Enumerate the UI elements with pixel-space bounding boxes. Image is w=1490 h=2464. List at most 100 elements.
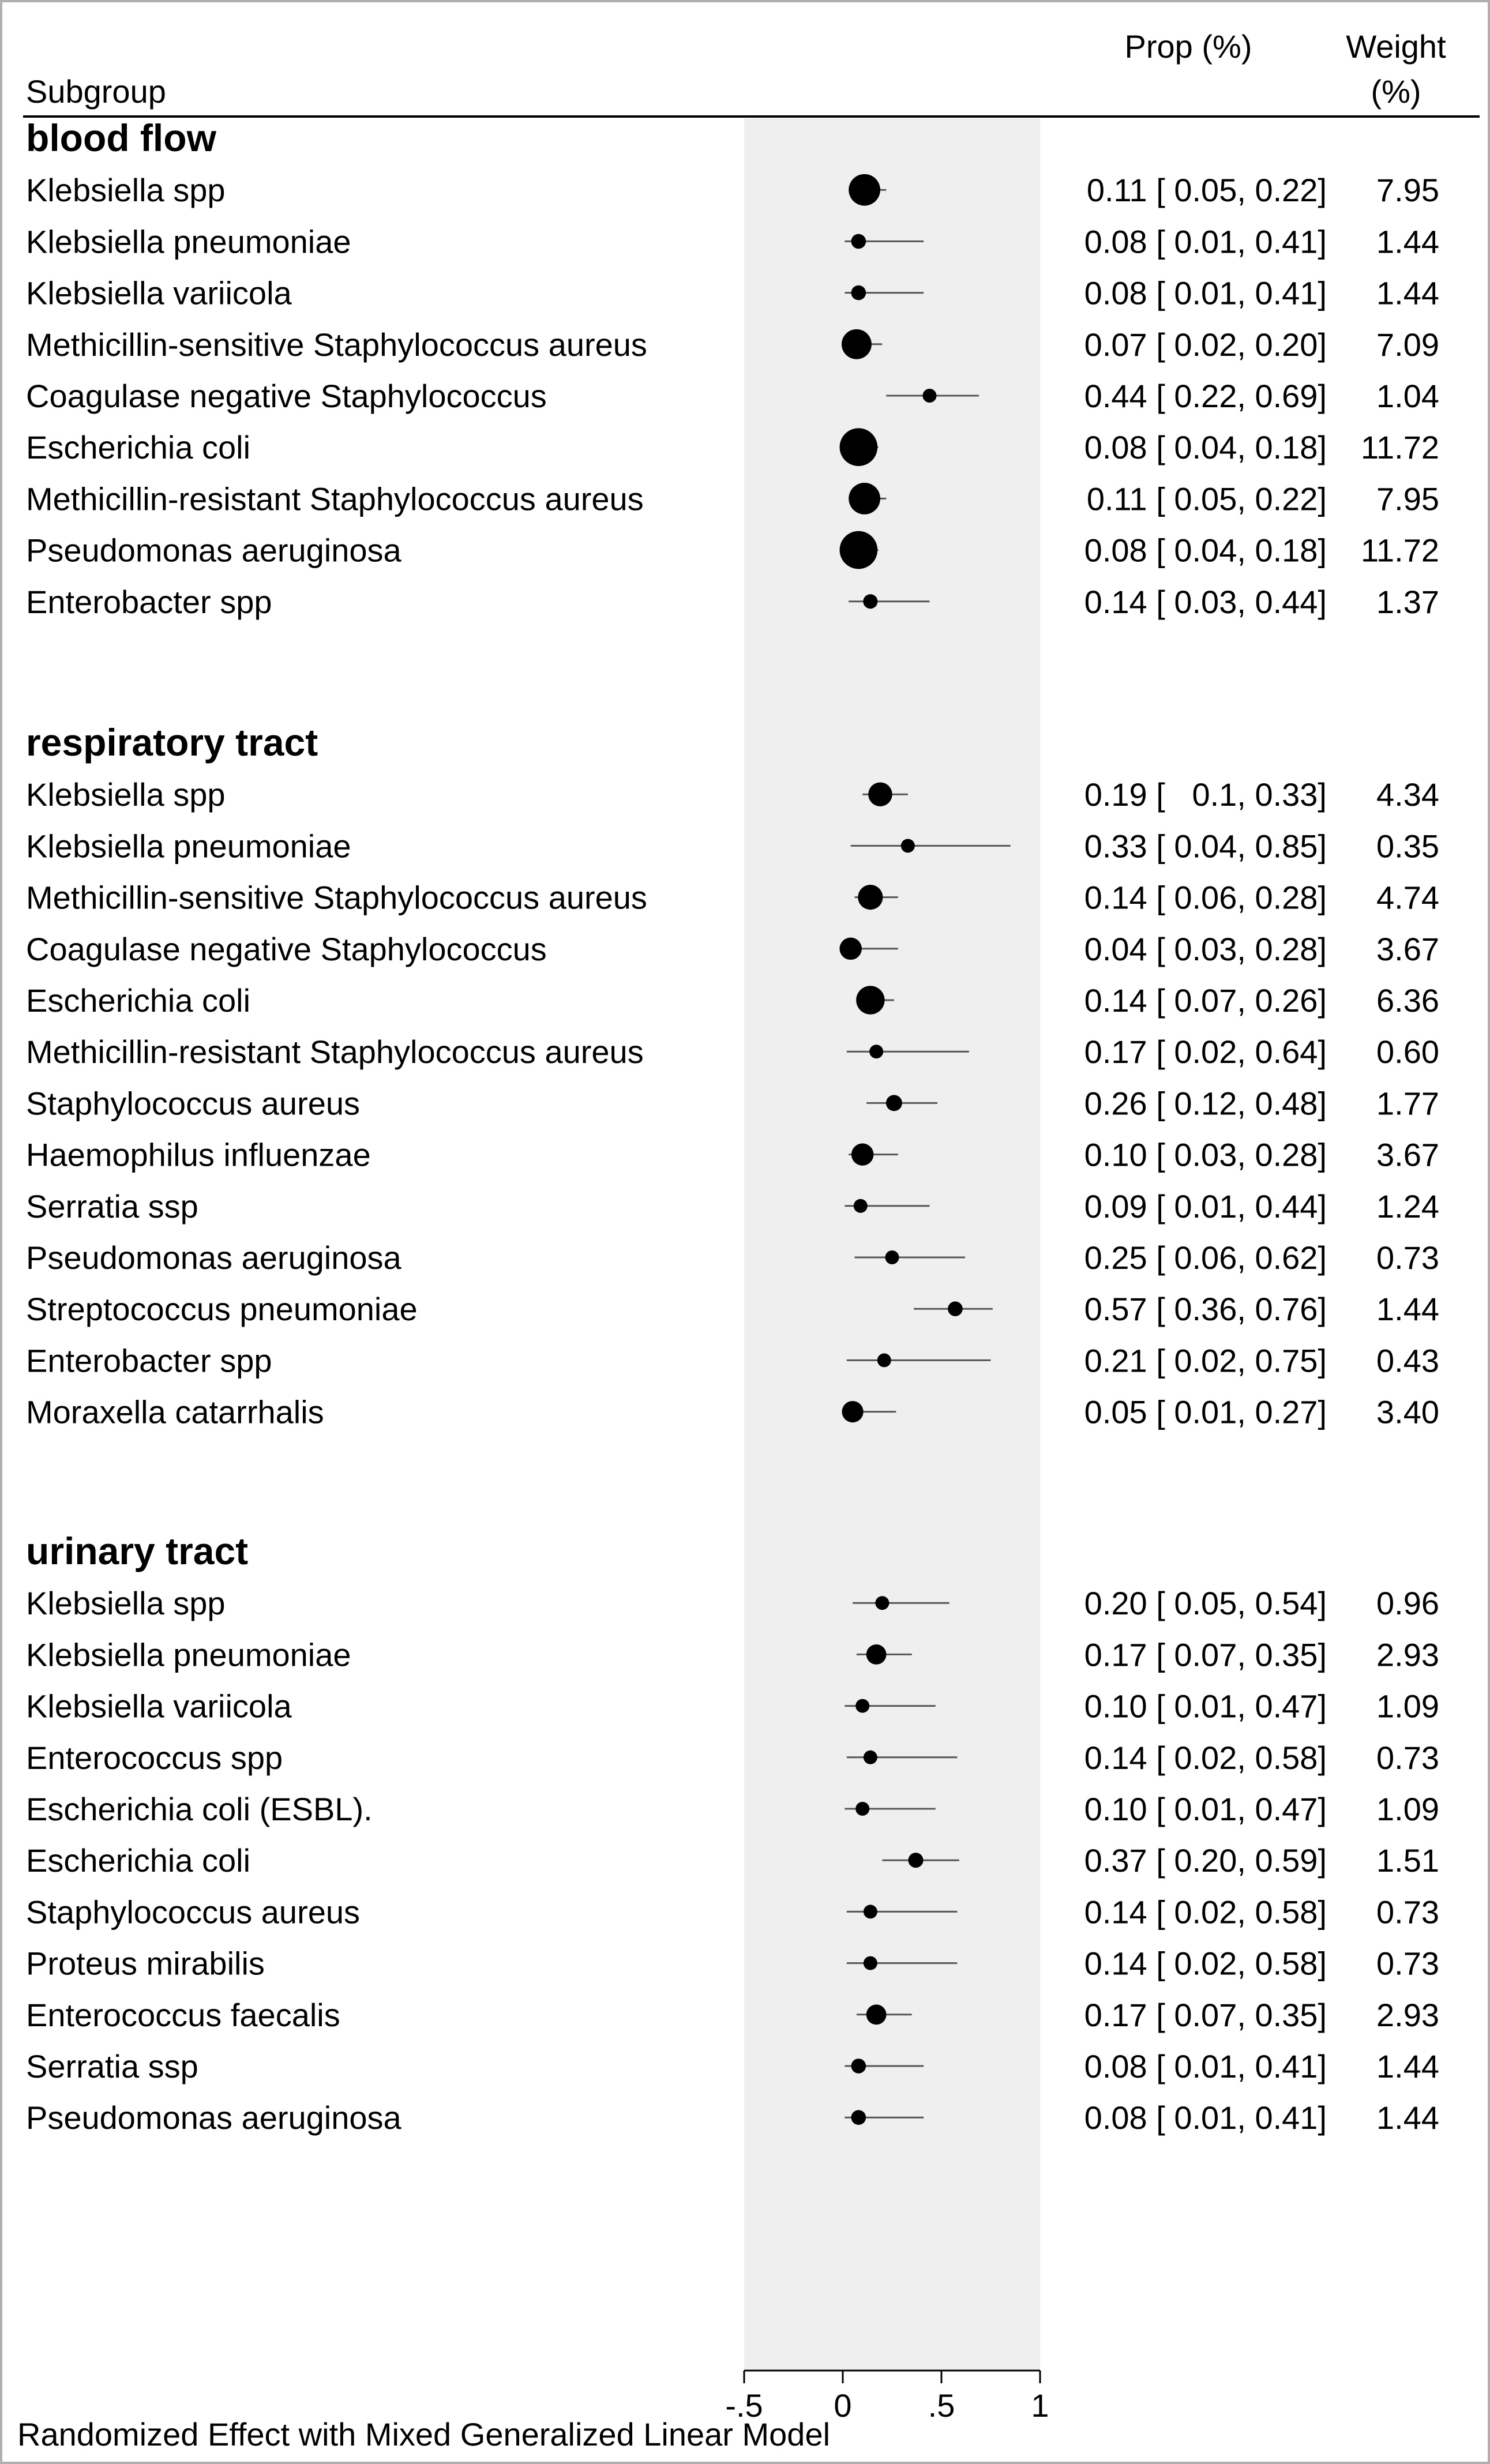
row-weight: 3.67 — [1376, 1137, 1439, 1173]
weight-header-line2: (%) — [1371, 73, 1421, 110]
row-label: Serratia ssp — [26, 1188, 198, 1225]
forest-rows: blood flow Klebsiella spp 0.11 [ 0.05, 0.2… — [26, 117, 1439, 2136]
row-ci-text: 0.44 [ 0.22, 0.69] — [1084, 378, 1327, 414]
row-weight: 0.60 — [1376, 1034, 1439, 1070]
row-weight: 1.77 — [1376, 1085, 1439, 1121]
x-tick-label: -.5 — [725, 2387, 763, 2424]
row-label: Staphylococcus aureus — [26, 1894, 360, 1930]
row-weight: 4.34 — [1376, 776, 1439, 813]
x-tick-label: 0 — [834, 2387, 851, 2424]
point-estimate — [851, 234, 866, 249]
row-ci-text: 0.08 [ 0.01, 0.41] — [1084, 2048, 1327, 2084]
row-ci-text: 0.14 [ 0.02, 0.58] — [1084, 1894, 1327, 1930]
row-weight: 1.04 — [1376, 378, 1439, 414]
point-estimate — [877, 1353, 891, 1368]
row-weight: 3.40 — [1376, 1394, 1439, 1430]
row-label: Serratia ssp — [26, 2048, 198, 2084]
row-weight: 0.43 — [1376, 1342, 1439, 1379]
row-label: Klebsiella spp — [26, 172, 226, 208]
point-estimate — [863, 1956, 877, 1970]
row-label: Pseudomonas aeruginosa — [26, 532, 402, 569]
point-estimate — [851, 1143, 874, 1166]
row-label: Enterobacter spp — [26, 584, 272, 620]
row-ci-text: 0.26 [ 0.12, 0.48] — [1084, 1085, 1327, 1121]
row-weight: 4.74 — [1376, 880, 1439, 916]
row-weight: 2.93 — [1376, 1636, 1439, 1673]
row-ci-text: 0.07 [ 0.02, 0.20] — [1084, 326, 1327, 363]
point-estimate — [853, 1199, 868, 1213]
row-label: Klebsiella pneumoniae — [26, 1636, 351, 1673]
row-ci-text: 0.08 [ 0.04, 0.18] — [1084, 532, 1327, 569]
point-estimate — [922, 389, 937, 403]
row-ci-text: 0.17 [ 0.07, 0.35] — [1084, 1997, 1327, 2033]
row-ci-text: 0.25 [ 0.06, 0.62] — [1084, 1239, 1327, 1276]
row-label: Streptococcus pneumoniae — [26, 1291, 418, 1327]
row-label: Methicillin-resistant Staphylococcus aur… — [26, 1034, 644, 1070]
x-tick-label: 1 — [1031, 2387, 1049, 2424]
subgroup-header: Subgroup — [26, 73, 166, 110]
row-weight: 0.73 — [1376, 1239, 1439, 1276]
row-ci-text: 0.33 [ 0.04, 0.85] — [1084, 828, 1327, 864]
group-heading: blood flow — [26, 117, 217, 159]
point-estimate — [863, 594, 878, 609]
row-ci-text: 0.19 [ 0.1, 0.33] — [1084, 776, 1327, 813]
row-label: Methicillin-sensitive Staphylococcus aur… — [26, 326, 647, 363]
row-label: Methicillin-resistant Staphylococcus aur… — [26, 480, 644, 517]
row-ci-text: 0.14 [ 0.03, 0.44] — [1084, 584, 1327, 620]
row-label: Escherichia coli (ESBL). — [26, 1791, 373, 1827]
row-label: Methicillin-sensitive Staphylococcus aur… — [26, 880, 647, 916]
row-label: Klebsiella variicola — [26, 275, 292, 311]
row-weight: 1.09 — [1376, 1791, 1439, 1827]
point-estimate — [866, 1644, 887, 1665]
row-ci-text: 0.14 [ 0.02, 0.58] — [1084, 1945, 1327, 1982]
row-label: Moraxella catarrhalis — [26, 1394, 324, 1430]
row-ci-text: 0.05 [ 0.01, 0.27] — [1084, 1394, 1327, 1430]
row-weight: 0.96 — [1376, 1585, 1439, 1621]
row-ci-text: 0.17 [ 0.02, 0.64] — [1084, 1034, 1327, 1070]
row-weight: 6.36 — [1376, 982, 1439, 1019]
row-weight: 1.44 — [1376, 2099, 1439, 2136]
row-label: Pseudomonas aeruginosa — [26, 2099, 402, 2136]
row-label: Proteus mirabilis — [26, 1945, 265, 1982]
row-ci-text: 0.04 [ 0.03, 0.28] — [1084, 931, 1327, 967]
point-estimate — [908, 1853, 924, 1868]
row-weight: 1.44 — [1376, 2048, 1439, 2084]
row-weight: 1.51 — [1376, 1842, 1439, 1879]
row-label: Escherichia coli — [26, 1842, 250, 1879]
row-weight: 1.24 — [1376, 1188, 1439, 1225]
x-axis: -.5 0 .5 1 — [725, 2369, 1049, 2424]
row-weight: 0.73 — [1376, 1945, 1439, 1982]
point-estimate — [866, 2004, 887, 2025]
row-ci-text: 0.08 [ 0.01, 0.41] — [1084, 223, 1327, 260]
point-estimate — [839, 937, 862, 960]
row-ci-text: 0.08 [ 0.01, 0.41] — [1084, 2099, 1327, 2136]
point-estimate — [855, 1699, 870, 1713]
row-ci-text: 0.37 [ 0.20, 0.59] — [1084, 1842, 1327, 1879]
row-ci-text: 0.10 [ 0.01, 0.47] — [1084, 1791, 1327, 1827]
row-label: Klebsiella spp — [26, 776, 226, 813]
row-weight: 1.37 — [1376, 584, 1439, 620]
group-heading: respiratory tract — [26, 721, 318, 764]
point-estimate — [849, 483, 880, 514]
row-ci-text: 0.11 [ 0.05, 0.22] — [1087, 172, 1327, 208]
row-weight: 0.35 — [1376, 828, 1439, 864]
point-estimate — [855, 1802, 870, 1816]
point-estimate — [869, 1045, 884, 1059]
weight-header-line1: Weight — [1346, 28, 1446, 65]
point-estimate — [885, 1095, 902, 1111]
row-label: Klebsiella spp — [26, 1585, 226, 1621]
point-estimate — [856, 986, 885, 1015]
row-weight: 1.44 — [1376, 223, 1439, 260]
row-ci-text: 0.21 [ 0.02, 0.75] — [1084, 1342, 1327, 1379]
row-ci-text: 0.20 [ 0.05, 0.54] — [1084, 1585, 1327, 1621]
point-estimate — [851, 2059, 866, 2074]
point-estimate — [868, 782, 892, 806]
point-estimate — [851, 2110, 866, 2125]
row-label: Coagulase negative Staphylococcus — [26, 931, 547, 967]
row-ci-text: 0.14 [ 0.02, 0.58] — [1084, 1740, 1327, 1776]
point-estimate — [841, 329, 872, 359]
point-estimate — [863, 1750, 877, 1764]
row-label: Escherichia coli — [26, 429, 250, 465]
row-weight: 7.95 — [1376, 172, 1439, 208]
